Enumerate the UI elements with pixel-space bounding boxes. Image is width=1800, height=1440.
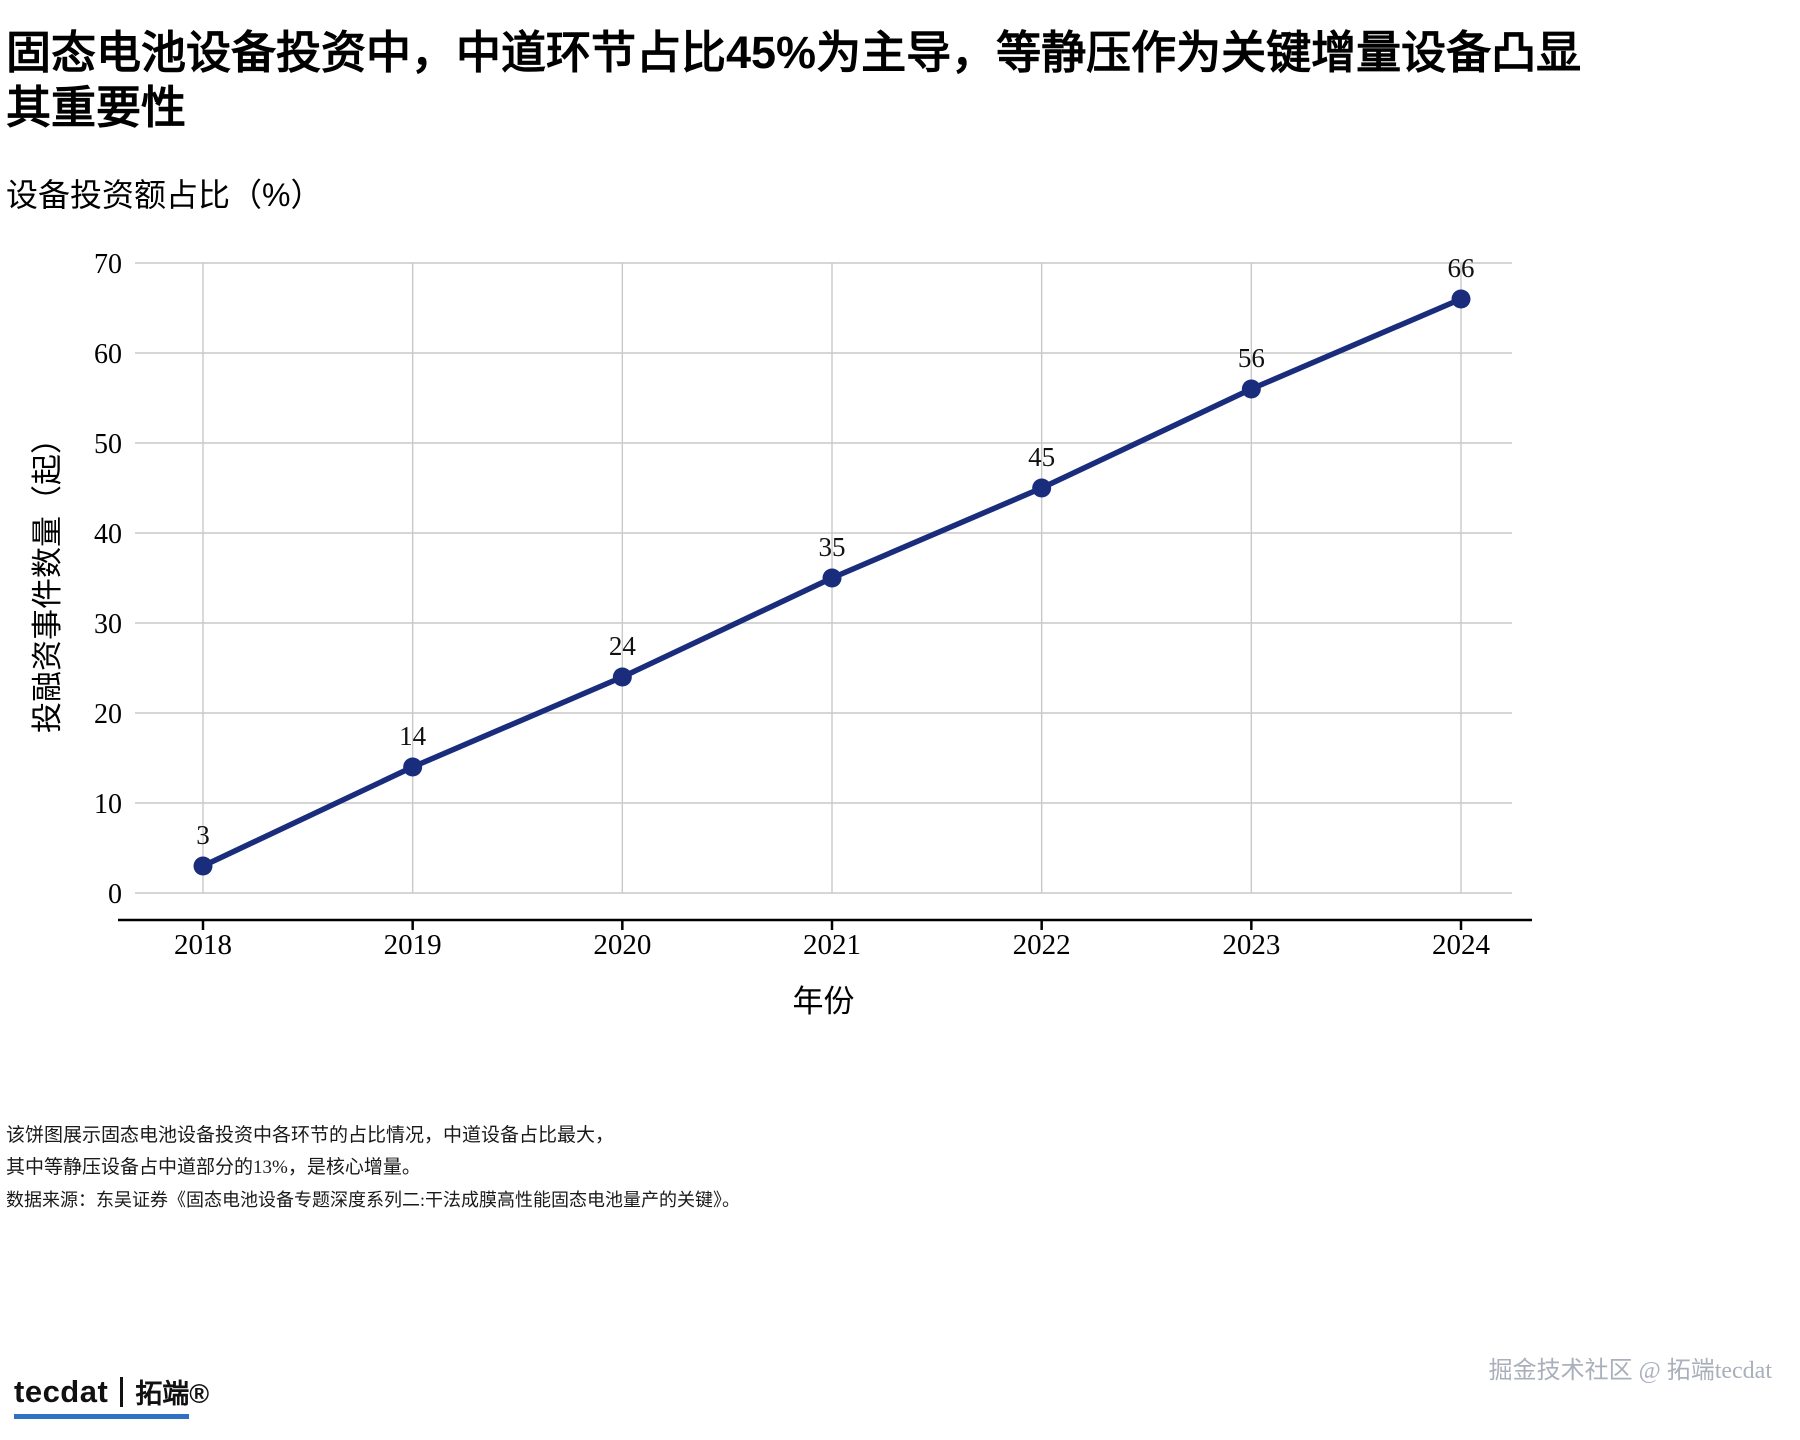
x-tick-labels: 2018 2019 2020 2021 2022 2023 2024 <box>174 929 1491 961</box>
svg-text:2023: 2023 <box>1222 929 1280 961</box>
data-label: 35 <box>819 532 846 562</box>
data-point <box>1241 379 1261 399</box>
data-label: 45 <box>1028 442 1055 472</box>
data-point <box>193 856 213 876</box>
logo-accent-bar <box>14 1414 189 1419</box>
x-axis-label: 年份 <box>793 984 855 1019</box>
svg-text:2018: 2018 <box>174 929 232 961</box>
data-point <box>822 568 842 588</box>
svg-text:30: 30 <box>94 609 122 640</box>
footnotes: 该饼图展示固态电池设备投资中各环节的占比情况，中道设备占比最大， 其中等静压设备… <box>6 1120 740 1215</box>
data-label: 3 <box>196 820 210 850</box>
chart-subtitle: 设备投资额占比（%） <box>6 177 323 213</box>
svg-text:70: 70 <box>94 249 122 280</box>
svg-text:40: 40 <box>94 519 122 550</box>
footnote-line-1: 该饼图展示固态电池设备投资中各环节的占比情况，中道设备占比最大， <box>6 1125 615 1146</box>
y-axis-label: 投融资事件数量（起） <box>30 423 65 733</box>
svg-text:2020: 2020 <box>593 929 651 961</box>
svg-text:10: 10 <box>94 789 122 820</box>
data-label: 56 <box>1238 343 1265 373</box>
svg-text:2021: 2021 <box>803 929 861 961</box>
data-points <box>193 289 1471 876</box>
svg-text:2024: 2024 <box>1432 929 1491 961</box>
svg-text:0: 0 <box>108 879 122 910</box>
page-title: 固态电池设备投资中，中道环节占比45%为主导，等静压作为关键增量设备凸显其重要性 <box>6 27 1582 133</box>
data-point <box>612 667 632 687</box>
data-point <box>1032 478 1052 498</box>
logo-text: tecdat <box>14 1373 109 1409</box>
line-chart: 0 10 20 30 40 50 60 70 2018 2019 2020 2021 2022 2023 2… <box>0 230 1800 1070</box>
tecdat-logo: tecdat 拓端® <box>14 1372 209 1411</box>
logo-divider <box>120 1376 124 1407</box>
data-label: 24 <box>609 631 637 661</box>
data-label: 14 <box>399 721 427 751</box>
logo-cn-text: 拓端® <box>135 1379 210 1409</box>
footnote-source: 数据来源：东吴证券《固态电池设备专题深度系列二:干法成膜高性能固态电池量产的关键… <box>6 1189 740 1210</box>
data-point <box>1451 289 1471 309</box>
footnote-line-2: 其中等静压设备占中道部分的13%，是核心增量。 <box>6 1157 421 1179</box>
svg-text:50: 50 <box>94 429 122 460</box>
svg-text:20: 20 <box>94 699 122 730</box>
svg-text:2022: 2022 <box>1013 929 1071 961</box>
data-label: 66 <box>1448 253 1475 283</box>
y-tick-labels: 0 10 20 30 40 50 60 70 <box>94 249 122 910</box>
gridlines <box>135 262 1512 894</box>
data-labels: 3 14 24 35 45 56 66 <box>196 253 1474 850</box>
data-point <box>403 757 423 777</box>
svg-text:2019: 2019 <box>384 929 442 961</box>
svg-text:60: 60 <box>94 339 122 370</box>
watermark: 掘金技术社区 @ 拓端tecdat <box>1488 1358 1772 1384</box>
x-axis <box>118 918 1532 930</box>
